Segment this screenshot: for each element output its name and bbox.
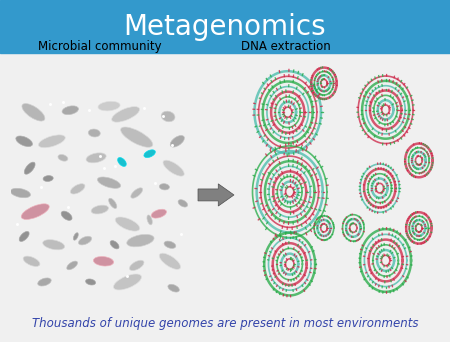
Ellipse shape xyxy=(23,256,40,266)
Ellipse shape xyxy=(24,162,35,174)
Ellipse shape xyxy=(86,153,106,163)
Ellipse shape xyxy=(164,241,176,248)
Ellipse shape xyxy=(21,204,49,220)
Ellipse shape xyxy=(73,233,78,240)
Ellipse shape xyxy=(121,127,153,147)
Ellipse shape xyxy=(62,106,78,115)
Text: DNA extraction: DNA extraction xyxy=(241,40,330,53)
Ellipse shape xyxy=(78,236,92,245)
Ellipse shape xyxy=(108,198,117,209)
Ellipse shape xyxy=(170,135,184,147)
Ellipse shape xyxy=(144,150,155,158)
Ellipse shape xyxy=(113,274,141,290)
Ellipse shape xyxy=(115,217,140,231)
Ellipse shape xyxy=(58,155,68,161)
Ellipse shape xyxy=(97,177,121,188)
Ellipse shape xyxy=(159,253,180,269)
Ellipse shape xyxy=(91,205,108,214)
Ellipse shape xyxy=(67,261,77,270)
Text: Microbial community: Microbial community xyxy=(38,40,162,53)
Ellipse shape xyxy=(98,101,120,111)
Ellipse shape xyxy=(127,234,154,247)
Ellipse shape xyxy=(159,184,170,190)
Ellipse shape xyxy=(161,111,175,122)
Ellipse shape xyxy=(10,188,31,198)
Ellipse shape xyxy=(130,260,144,271)
Ellipse shape xyxy=(38,135,65,148)
Ellipse shape xyxy=(16,136,32,147)
Ellipse shape xyxy=(168,284,180,292)
Ellipse shape xyxy=(70,184,85,194)
Ellipse shape xyxy=(38,278,51,286)
Ellipse shape xyxy=(131,188,143,198)
FancyArrow shape xyxy=(198,184,234,206)
Text: Metagenomics: Metagenomics xyxy=(124,13,326,40)
Ellipse shape xyxy=(43,240,65,250)
Ellipse shape xyxy=(43,175,53,182)
Ellipse shape xyxy=(117,158,126,167)
Ellipse shape xyxy=(61,211,72,220)
Ellipse shape xyxy=(112,107,140,122)
Ellipse shape xyxy=(94,256,113,266)
Ellipse shape xyxy=(178,200,188,207)
Ellipse shape xyxy=(86,279,95,285)
Ellipse shape xyxy=(151,209,166,218)
Bar xyxy=(0,0,450,53)
Ellipse shape xyxy=(163,160,184,176)
Ellipse shape xyxy=(147,215,152,225)
Ellipse shape xyxy=(88,129,100,137)
Text: Thousands of unique genomes are present in most environments: Thousands of unique genomes are present … xyxy=(32,317,418,330)
Ellipse shape xyxy=(110,241,119,249)
Ellipse shape xyxy=(22,104,45,121)
Ellipse shape xyxy=(19,232,29,241)
